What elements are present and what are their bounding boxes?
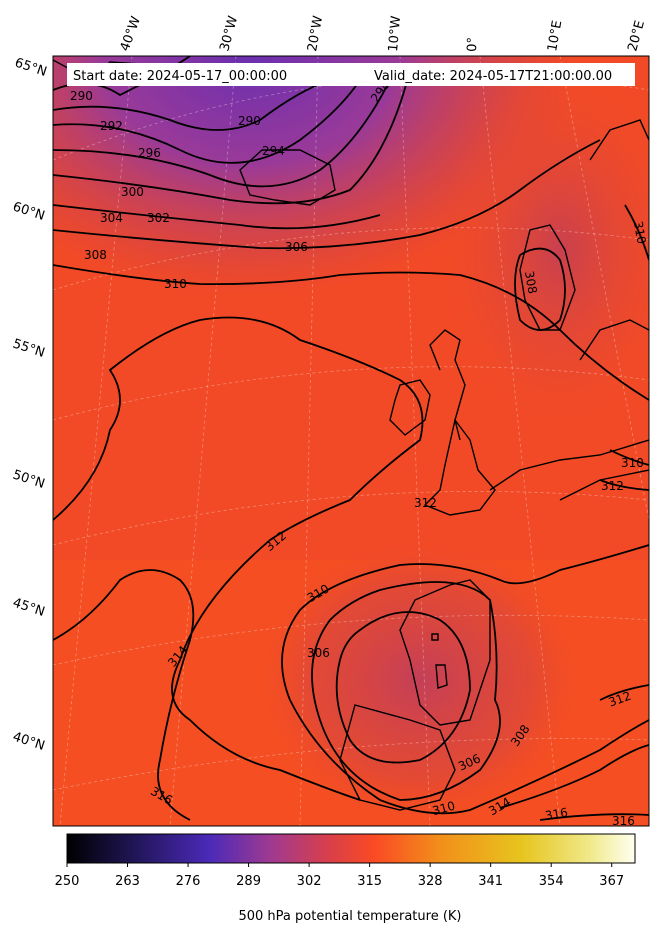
longitude-label: 10°W — [386, 15, 404, 52]
colorbar-tick-label: 289 — [236, 874, 261, 889]
contour-label: 310 — [164, 277, 187, 291]
latitude-label: 45°N — [11, 596, 47, 620]
latitude-labels: 65°N 60°N 55°N 50°N 45°N 40°N — [11, 56, 49, 754]
contour-label: 294 — [262, 144, 285, 158]
colorbar-tick-label: 354 — [539, 874, 564, 889]
latitude-label: 50°N — [11, 468, 47, 492]
colorbar-label: 500 hPa potential temperature (K) — [238, 909, 461, 924]
contour-label: 310 — [631, 220, 649, 245]
contour-label: 308 — [522, 270, 540, 295]
contour-label: 306 — [307, 646, 330, 660]
colorbar-tick-label: 315 — [357, 874, 382, 889]
scotland-coast — [429, 329, 466, 441]
isentrope-norway — [514, 247, 566, 331]
isentrope-316 — [539, 813, 649, 821]
contour-label: 310 — [431, 799, 457, 818]
date-header-box — [67, 63, 635, 86]
longitude-label: 20°W — [305, 15, 326, 53]
isentrope-306-france — [335, 611, 471, 764]
contour-label: 306 — [285, 240, 308, 254]
contour-label: 290 — [70, 89, 93, 103]
colorbar-tick-label: 276 — [176, 874, 201, 889]
colorbar-tick-label: 328 — [418, 874, 443, 889]
colorbar-tick-label: 250 — [55, 874, 80, 889]
valid-date-text: Valid_date: 2024-05-17T21:00:00.00 — [374, 69, 612, 84]
latitude-label: 60°N — [11, 200, 47, 224]
contour-label: 316 — [544, 805, 569, 823]
latitude-label: 55°N — [11, 337, 47, 361]
england-coast — [423, 418, 496, 516]
colorbar-gradient — [66, 833, 636, 864]
isentrope-314 — [53, 569, 195, 821]
contour-label: 290 — [238, 114, 261, 128]
contour-label: 310 — [621, 456, 644, 470]
longitude-label: 10°E — [545, 19, 565, 52]
contour-label: 312 — [414, 496, 437, 510]
isentrope-312 — [53, 316, 424, 801]
contour-label: 308 — [84, 248, 107, 262]
map-frame — [52, 55, 650, 827]
sardinia-coast — [435, 664, 448, 689]
contour-label: 312 — [601, 479, 624, 493]
latitude-label: 65°N — [13, 56, 49, 80]
contour-label: 300 — [121, 185, 144, 199]
latitude-label: 40°N — [11, 730, 47, 754]
isentrope-310-france — [281, 544, 649, 815]
colorbar-tick-label: 302 — [297, 874, 322, 889]
ireland-coast — [389, 379, 431, 436]
contour-label: 302 — [147, 211, 170, 225]
longitude-label: 30°W — [217, 14, 241, 53]
colorbar-tick-label: 341 — [478, 874, 503, 889]
contour-lines — [53, 56, 649, 821]
contour-label: 292 — [100, 119, 123, 133]
scandinavia-coast — [579, 119, 649, 361]
contour-label: 304 — [100, 211, 123, 225]
france-coast — [399, 579, 491, 726]
colorbar-tick-label: 367 — [599, 874, 624, 889]
longitude-label: 20°E — [625, 19, 648, 53]
isentrope-310 — [53, 264, 649, 401]
iceland-coast — [239, 149, 336, 206]
start-date-text: Start date: 2024-05-17_00:00:00 — [73, 69, 287, 84]
colorbar: 250 263 276 289 302 315 328 341 354 367 500 hPa p… — [55, 833, 636, 924]
longitude-label: 0° — [465, 37, 481, 52]
contour-label: 316 — [612, 814, 635, 828]
map-area: 290 292 296 300 304 308 302 306 310 290 … — [53, 56, 649, 828]
corsica-coast — [431, 633, 439, 641]
contour-label: 296 — [138, 146, 161, 160]
colorbar-tick-label: 263 — [115, 874, 140, 889]
colorbar-ticks: 250 263 276 289 302 315 328 341 354 367 — [55, 863, 624, 889]
longitude-label: 40°W — [118, 14, 144, 53]
norway-coast — [519, 224, 576, 331]
longitude-labels: 40°W 30°W 20°W 10°W 0° 10°E 20°E — [118, 14, 648, 53]
isentrope-308-france — [311, 581, 501, 801]
